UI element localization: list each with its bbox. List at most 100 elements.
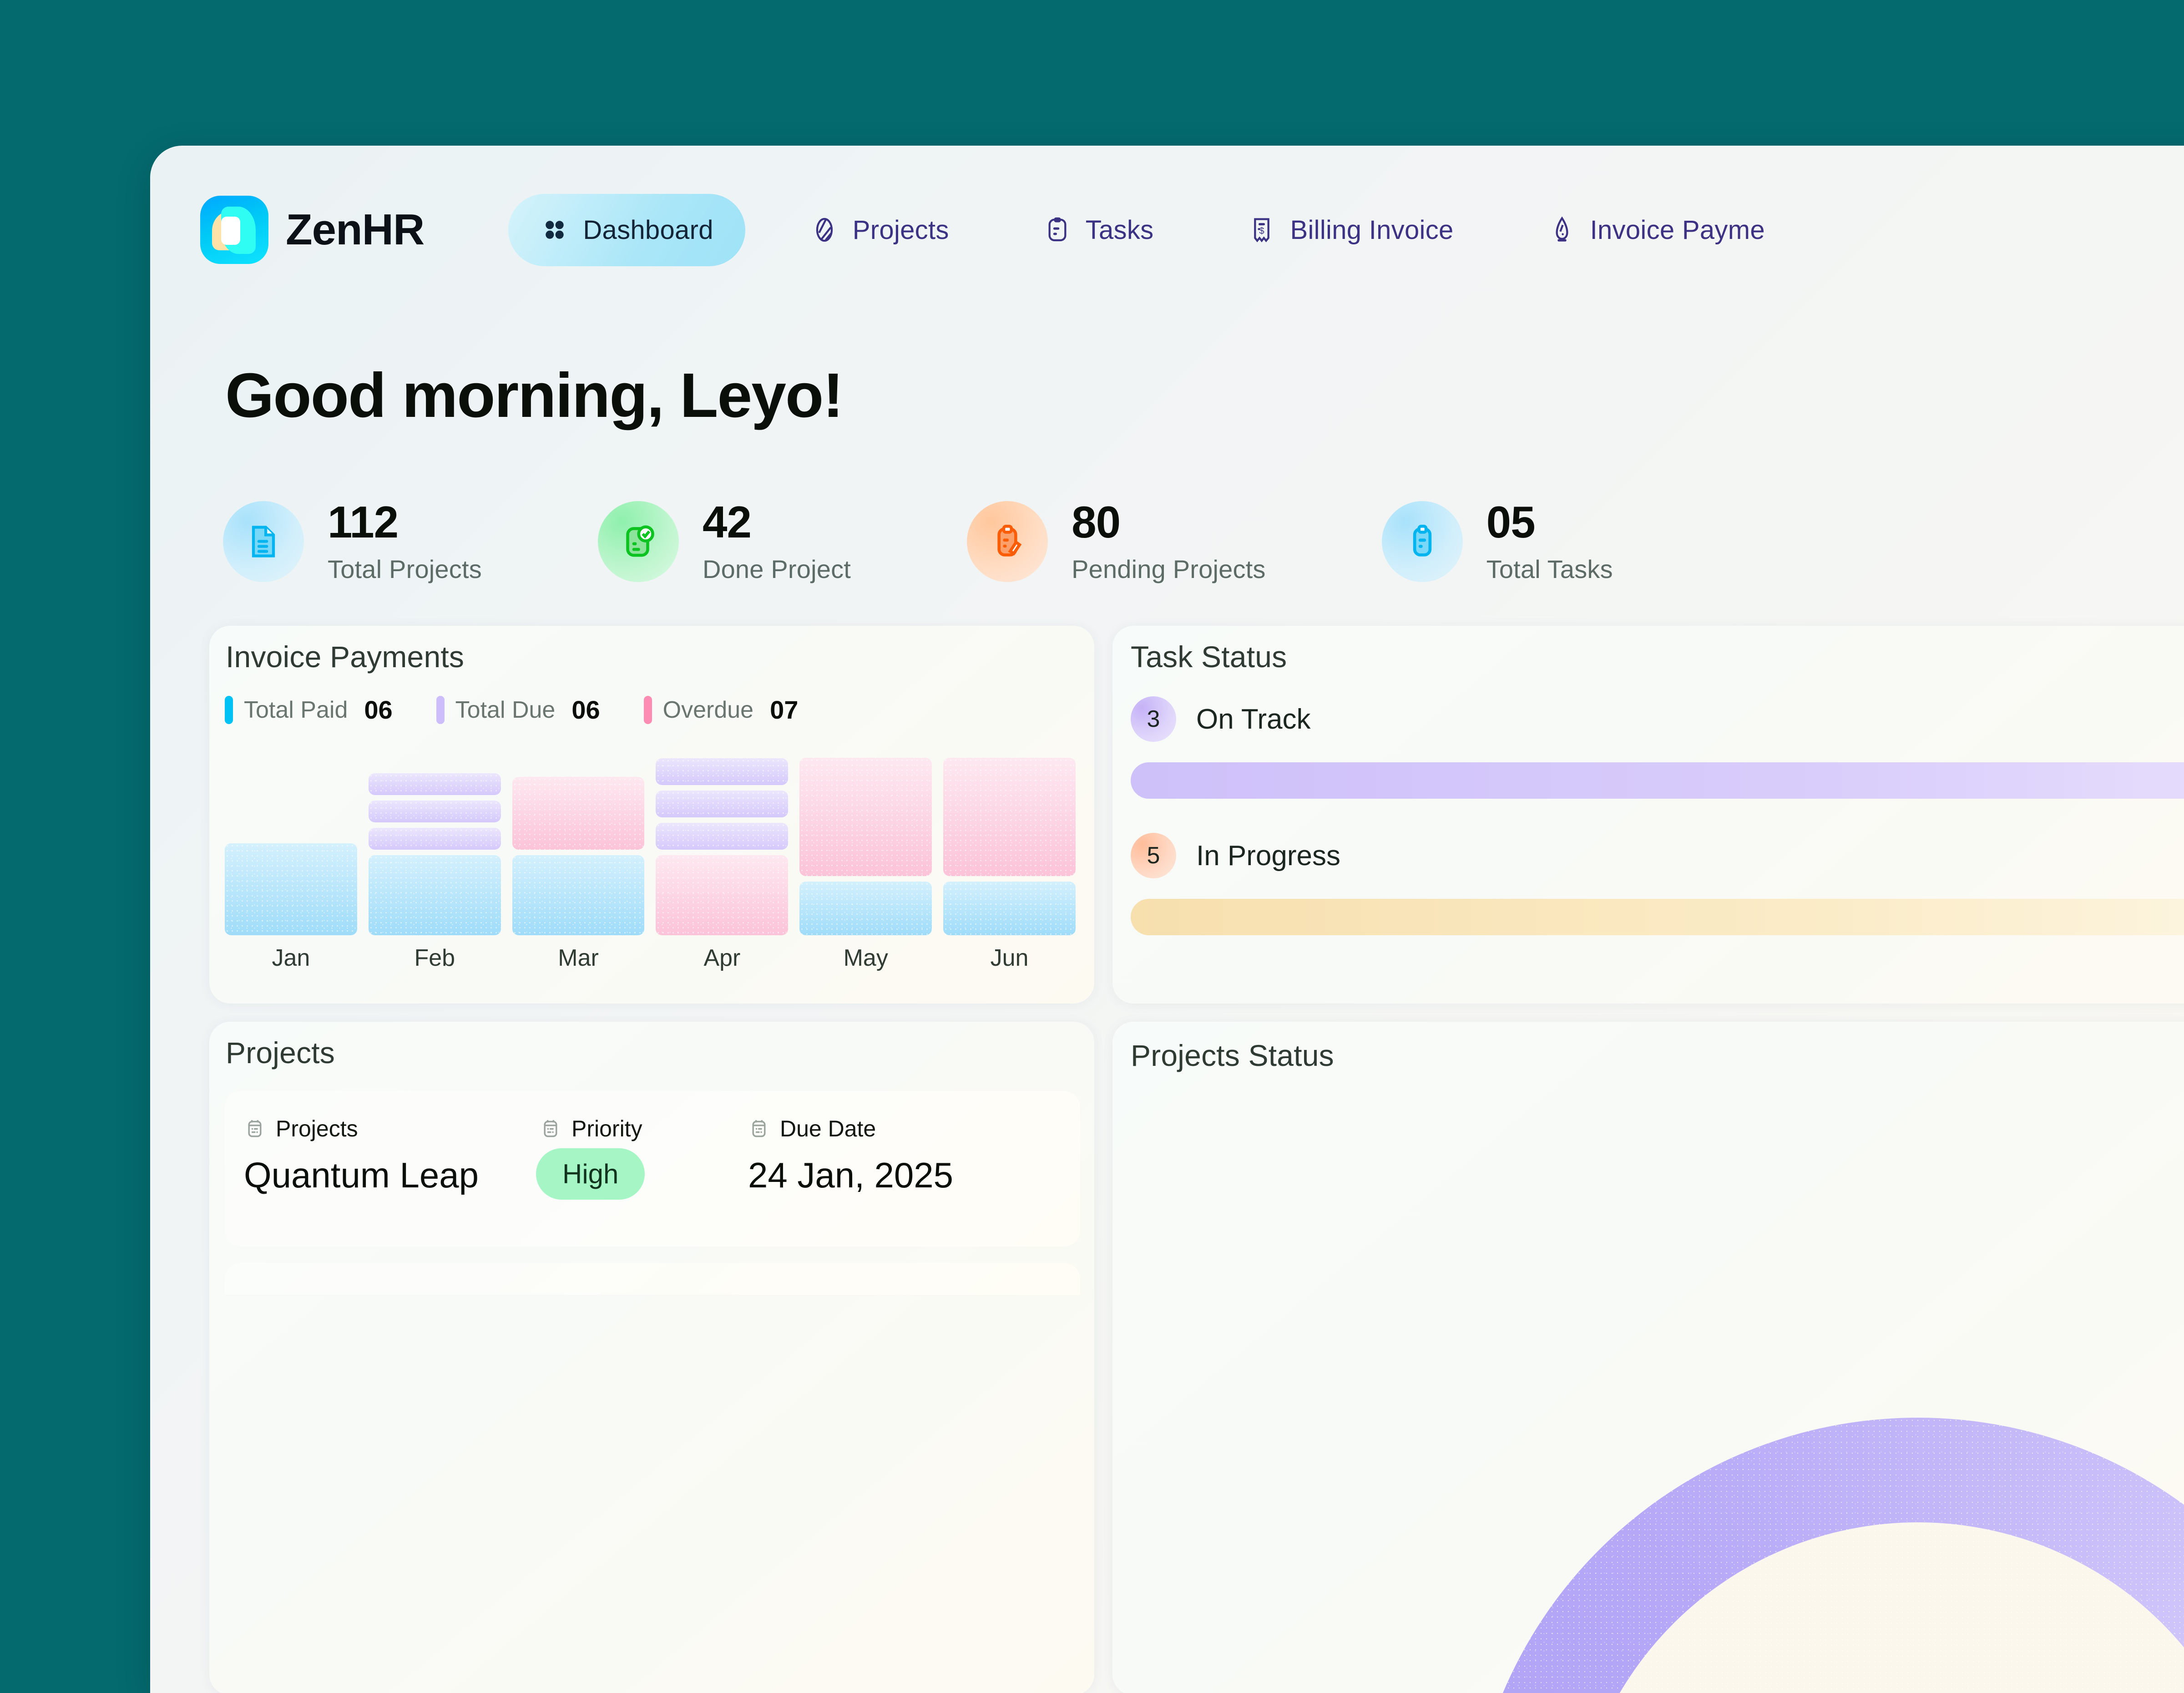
due-date-value: 24 Jan, 2025 [748,1155,954,1195]
task-count-badge: 3 [1131,696,1176,742]
bar-segment-total-paid [943,882,1076,935]
task-row-label: On Track [1196,703,1311,735]
nav-items: Dashboard Projects [508,193,1794,266]
legend-swatch [436,695,445,724]
stat-done-project: 42 Done Project [597,497,851,584]
bar-segment-total-paid [225,843,357,935]
stat-value: 42 [702,497,752,547]
project-name: Quantum Leap [244,1155,479,1195]
stat-label: Total Projects [328,554,482,583]
stat-total-tasks: 05 Total Tasks [1381,497,1613,584]
month-label: Apr [703,945,741,971]
table-row-priority[interactable]: High [536,1148,645,1200]
clipboard-list-icon [1381,501,1463,582]
app-window: ZenHR Dashboard Projects [150,146,2184,1693]
legend-value: 06 [571,695,600,724]
bar-segment-total-due [368,773,501,795]
task-progress-bar-in-progress [1131,899,2184,935]
chart-x-axis-labels: Jan Feb Mar Apr May Jun [225,944,1076,972]
bar-segment-total-paid [799,882,932,935]
month-label: Feb [414,945,455,971]
projects-title: Projects [226,1036,335,1070]
table-row-project-name[interactable]: Quantum Leap [244,1155,479,1196]
brand[interactable]: ZenHR [200,196,425,264]
legend-value: 07 [770,695,799,724]
bar-segment-overdue [799,758,932,876]
column-header-label: Projects [276,1116,358,1141]
column-header-projects: Projects [244,1115,358,1142]
task-row-in-progress[interactable]: 5 In Progress [1131,833,1340,878]
circle-slice-icon [810,215,839,244]
legend-swatch [643,695,652,724]
task-row-on-track[interactable]: 3 On Track [1131,696,1311,742]
column-header-label: Due Date [780,1116,876,1141]
calendar-icon [540,1118,561,1140]
top-navigation-bar: ZenHR Dashboard Projects [150,146,2184,314]
stat-pending-projects: 80 Pending Projects [967,500,1266,584]
trophy-icon [1547,215,1577,244]
task-row-label: In Progress [1196,840,1341,872]
nav-item-label: Billing Invoice [1290,215,1454,245]
legend-item-total-due: Total Due 06 [436,695,600,725]
calendar-icon [748,1118,770,1140]
document-lines-icon [223,501,304,582]
projects-table: Projects Priority [225,1091,1080,1247]
bar-segment-overdue [656,855,789,935]
month-label: Jan [272,945,310,971]
nav-item-dashboard[interactable]: Dashboard [508,193,745,266]
chart-legend: Total Paid 06 Total Due 06 Overdue 07 [225,695,798,725]
nav-item-tasks[interactable]: Tasks [1014,195,1183,265]
bar-segment-total-due [656,823,789,850]
stat-label: Done Project [702,554,851,583]
column-header-due-date: Due Date [748,1115,876,1142]
brand-name: ZenHR [286,205,425,254]
invoice-payments-title: Invoice Payments [226,640,465,674]
bar-segment-total-due [656,791,789,817]
bar-segment-total-due [368,801,501,822]
task-status-card: Task Status 3 On Track 5 In Progress [1112,626,2184,1004]
legend-value: 06 [364,695,393,724]
stat-label: Pending Projects [1072,554,1266,583]
invoice-bar-chart [225,744,1076,935]
invoice-payments-card: Invoice Payments Total Paid 06 Total Due… [209,626,1094,1004]
legend-item-overdue: Overdue 07 [643,695,799,725]
bar-segment-total-due [368,828,501,850]
task-progress-bar-on-track [1131,762,2184,799]
month-label: Mar [558,945,599,971]
greeting-heading: Good morning, Leyo! [225,360,844,431]
legend-label: Total Due [455,696,556,723]
bar-column [225,744,357,935]
column-header-priority: Priority [540,1115,642,1142]
bar-column [512,744,645,935]
calendar-icon [244,1118,266,1140]
stat-total-projects: 112 Total Projects [223,500,482,584]
bar-column [656,744,789,935]
grid-dots-icon [540,215,569,244]
nav-item-label: Tasks [1085,215,1154,245]
bar-segment-total-paid [512,855,645,935]
nav-item-label: Dashboard [583,215,713,245]
clipboard-edit-icon [967,501,1048,582]
legend-label: Overdue [662,696,754,723]
stat-value: 112 [328,497,399,547]
bar-column [943,744,1076,935]
zen-leaf-logo-icon [200,196,268,264]
stat-value: 05 [1486,497,1536,547]
nav-item-billing-invoice[interactable]: $ Billing Invoice [1218,195,1482,265]
nav-item-invoice-payments[interactable]: Invoice Payme [1518,195,1794,265]
bar-column [368,744,501,935]
bar-segment-total-due [656,758,789,785]
table-row-due-date: 24 Jan, 2025 [748,1155,953,1196]
task-status-title: Task Status [1131,640,1287,674]
task-count-badge: 5 [1131,833,1176,878]
nav-item-label: Projects [852,215,949,245]
projects-table-next-row[interactable] [225,1263,1080,1295]
projects-card: Projects Projects [209,1022,1094,1693]
legend-swatch [225,695,233,724]
bar-segment-overdue [943,758,1076,876]
nav-item-label: Invoice Payme [1590,215,1765,245]
projects-status-card: Projects Status [1112,1022,2184,1693]
nav-item-projects[interactable]: Projects [781,195,978,265]
projects-status-title: Projects Status [1131,1039,1334,1072]
legend-item-total-paid: Total Paid 06 [225,695,393,725]
